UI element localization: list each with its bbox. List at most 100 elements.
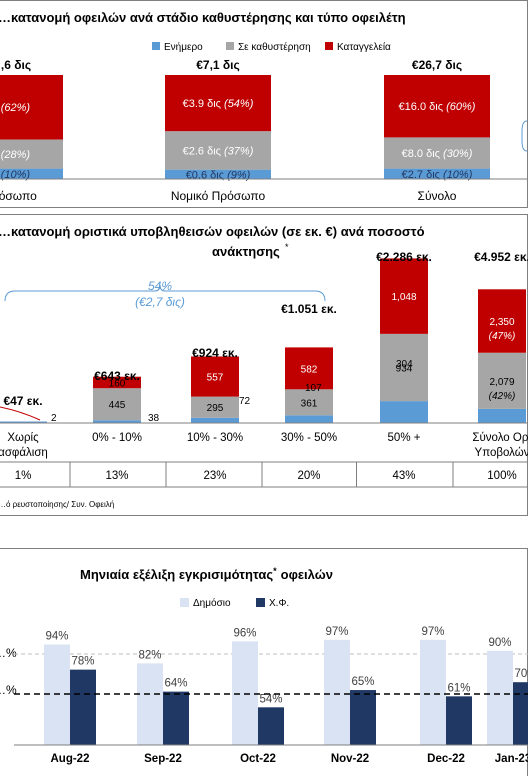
- bar-label-4-2: 1,048: [391, 292, 416, 303]
- bar-label-1-2: €3.9 δις (54%): [183, 98, 254, 110]
- bar-segment-3-1: [285, 389, 333, 416]
- bar-label-0-0: 2: [51, 413, 57, 424]
- recovery-table: 1% 13% 23% 20% 43% 100%: [0, 461, 528, 488]
- bar-1-1: [163, 691, 189, 745]
- bar-segment-2-2: [384, 75, 490, 138]
- bar-label-4-0: 304: [396, 359, 413, 370]
- bar-label-1-1: €2.6 δις (37%): [183, 145, 254, 157]
- bar-2-0: [232, 641, 258, 745]
- bar-segment-2-0: [191, 417, 239, 423]
- bar-label-4-1: 934: [396, 363, 413, 374]
- bar-segment-5-1: [478, 352, 526, 409]
- bar-value-0-0: 94%: [45, 631, 68, 643]
- bar-value-4-1: 61%: [447, 682, 470, 694]
- bar-segment-2-0: [384, 168, 490, 179]
- legend-swatch-current: [152, 42, 160, 50]
- bar-segment-1-0: [165, 169, 271, 179]
- bar-label-2-2: 557: [207, 373, 224, 384]
- category-label-2: 10% - 30%: [187, 432, 243, 444]
- bar-total-4: €2.286 εκ.: [376, 250, 432, 264]
- bar-segment-0-2: [0, 75, 63, 140]
- table-cell-5: 100%: [487, 470, 516, 482]
- bar-0-0: [44, 644, 70, 745]
- bar-5-0: [487, 650, 513, 745]
- chart-panel-recovery-rate: …κατανομή οριστικά υποβληθεισών οφειλών …: [0, 214, 530, 516]
- bar-segment-1-0: [93, 420, 141, 423]
- bar-segment-2-2: [191, 356, 239, 397]
- bar-label-1-2: 160: [109, 378, 126, 389]
- title-footnote-marker: *: [273, 566, 277, 576]
- table-cell-4: 43%: [392, 470, 415, 482]
- bar-segment-1-1: [165, 131, 271, 170]
- chart-title-line2: ανάκτησης: [212, 244, 280, 259]
- category-label-3: Nov-22: [331, 753, 369, 765]
- legend-swatch-household: [256, 598, 265, 607]
- bar-value-3-0: 97%: [325, 626, 348, 638]
- bar-segment-5-0: [478, 408, 526, 423]
- bar-label-2-1: 295: [207, 403, 224, 414]
- category-label-4: Dec-22: [427, 753, 465, 765]
- legend-label-overdue: Σε καθυστέρηση: [238, 41, 311, 53]
- bar-total-5: €4.952 εκ.: [474, 250, 528, 264]
- bar-total-2: €924 εκ.: [192, 346, 238, 360]
- bar-segment-2-1: [191, 396, 239, 418]
- title-footnote-marker: *: [285, 242, 289, 252]
- bar-segment-1-2: [93, 376, 141, 389]
- bar-chart-monthly-approval: Μηνιαία εξέλιξη εγκρισιμότητας* οφειλών Δ…: [0, 566, 530, 765]
- category-label-2: Oct-22: [240, 753, 276, 765]
- bar-value-2-1: 54%: [259, 693, 282, 705]
- legend-label-terminated: Καταγγελεία: [337, 41, 391, 53]
- chart-panel-monthly-approval: Μηνιαία εξέλιξη εγκρισιμότητας* οφειλών Δ…: [0, 548, 530, 776]
- bar-share-grey: (42%): [489, 391, 516, 402]
- bar-segment-4-0: [380, 401, 428, 423]
- bar-label-3-2: 582: [301, 364, 318, 375]
- stacked-bar-chart-debt-stage: …κατανομή οφειλών ανά στάδιο καθυστέρηση…: [0, 10, 528, 203]
- table-cell-3: 20%: [297, 470, 320, 482]
- stacked-bar-chart-recovery: …κατανομή οριστικά υποβληθεισών οφειλών …: [0, 224, 530, 509]
- category-label-5: Υποβολών: [475, 447, 528, 459]
- category-label-4: 50% +: [388, 432, 421, 444]
- bar-total-1: €7,1 δις: [196, 58, 240, 72]
- bracket-fragment: [521, 120, 528, 152]
- bar-label-1-0: €0.6 δις (9%): [186, 169, 251, 181]
- chart-legend: Δημόσιο Χ.Φ.: [180, 597, 289, 609]
- bar-4-0: [420, 639, 446, 745]
- legend-label-current: Ενήμερο: [164, 41, 203, 53]
- table-cell-0: 1%: [15, 470, 32, 482]
- bar-segment-4-1: [380, 333, 428, 402]
- bar-label-2-1: €8.0 δις (30%): [402, 148, 473, 160]
- bar-total-1: €643 εκ.: [94, 369, 140, 383]
- bar-total-2: €26,7 δις: [412, 58, 462, 72]
- category-label-1: Sep-22: [144, 753, 182, 765]
- category-label-5: Σύνολο Ορ.: [472, 432, 528, 444]
- bar-1-0: [137, 663, 163, 745]
- bar-4-1: [446, 696, 472, 745]
- category-label-5: Jan-23: [495, 753, 528, 765]
- table-cell-2: 23%: [203, 470, 226, 482]
- bar-total-3: €1.051 εκ.: [281, 302, 337, 316]
- bar-total-0: …,6 δις: [0, 58, 31, 72]
- legend-swatch-terminated: [325, 42, 333, 50]
- bar-label-1-0: 38: [148, 413, 160, 424]
- bar-total-0: €47 εκ.: [3, 394, 42, 408]
- category-label-0: Aug-22: [51, 753, 90, 765]
- chart-title-main: Μηνιαία εξέλιξη εγκρισιμότητας: [80, 567, 273, 582]
- bar-3-1: [350, 690, 376, 745]
- legend-swatch-overdue: [226, 42, 234, 50]
- bar-label-0-0: ις (10%): [0, 169, 30, 181]
- category-label-0: ασφάλιση: [0, 447, 48, 459]
- chart-title: Μηνιαία εξέλιξη εγκρισιμότητας* οφειλών: [80, 566, 333, 582]
- bar-0-1: [70, 669, 96, 745]
- legend-swatch-public: [180, 598, 189, 607]
- chart-title: …κατανομή οφειλών ανά στάδιο καθυστέρηση…: [0, 10, 406, 25]
- bar-value-1-0: 82%: [138, 649, 161, 661]
- bar-label-1-1: 445: [109, 400, 126, 411]
- bar-label-2-0: 72: [239, 396, 251, 407]
- bar-segment-0-0: [0, 168, 63, 179]
- bar-segment-3-0: [285, 415, 333, 423]
- category-label-0: Χωρίς: [7, 432, 39, 444]
- chart-footnote: …ό ρευστοποίησης/ Συν. Οφειλή: [0, 500, 114, 509]
- bracket-pct: 54%: [148, 279, 172, 293]
- bracket-amount: (€2,7 δις): [135, 295, 185, 309]
- bar-segment-1-1: [93, 388, 141, 421]
